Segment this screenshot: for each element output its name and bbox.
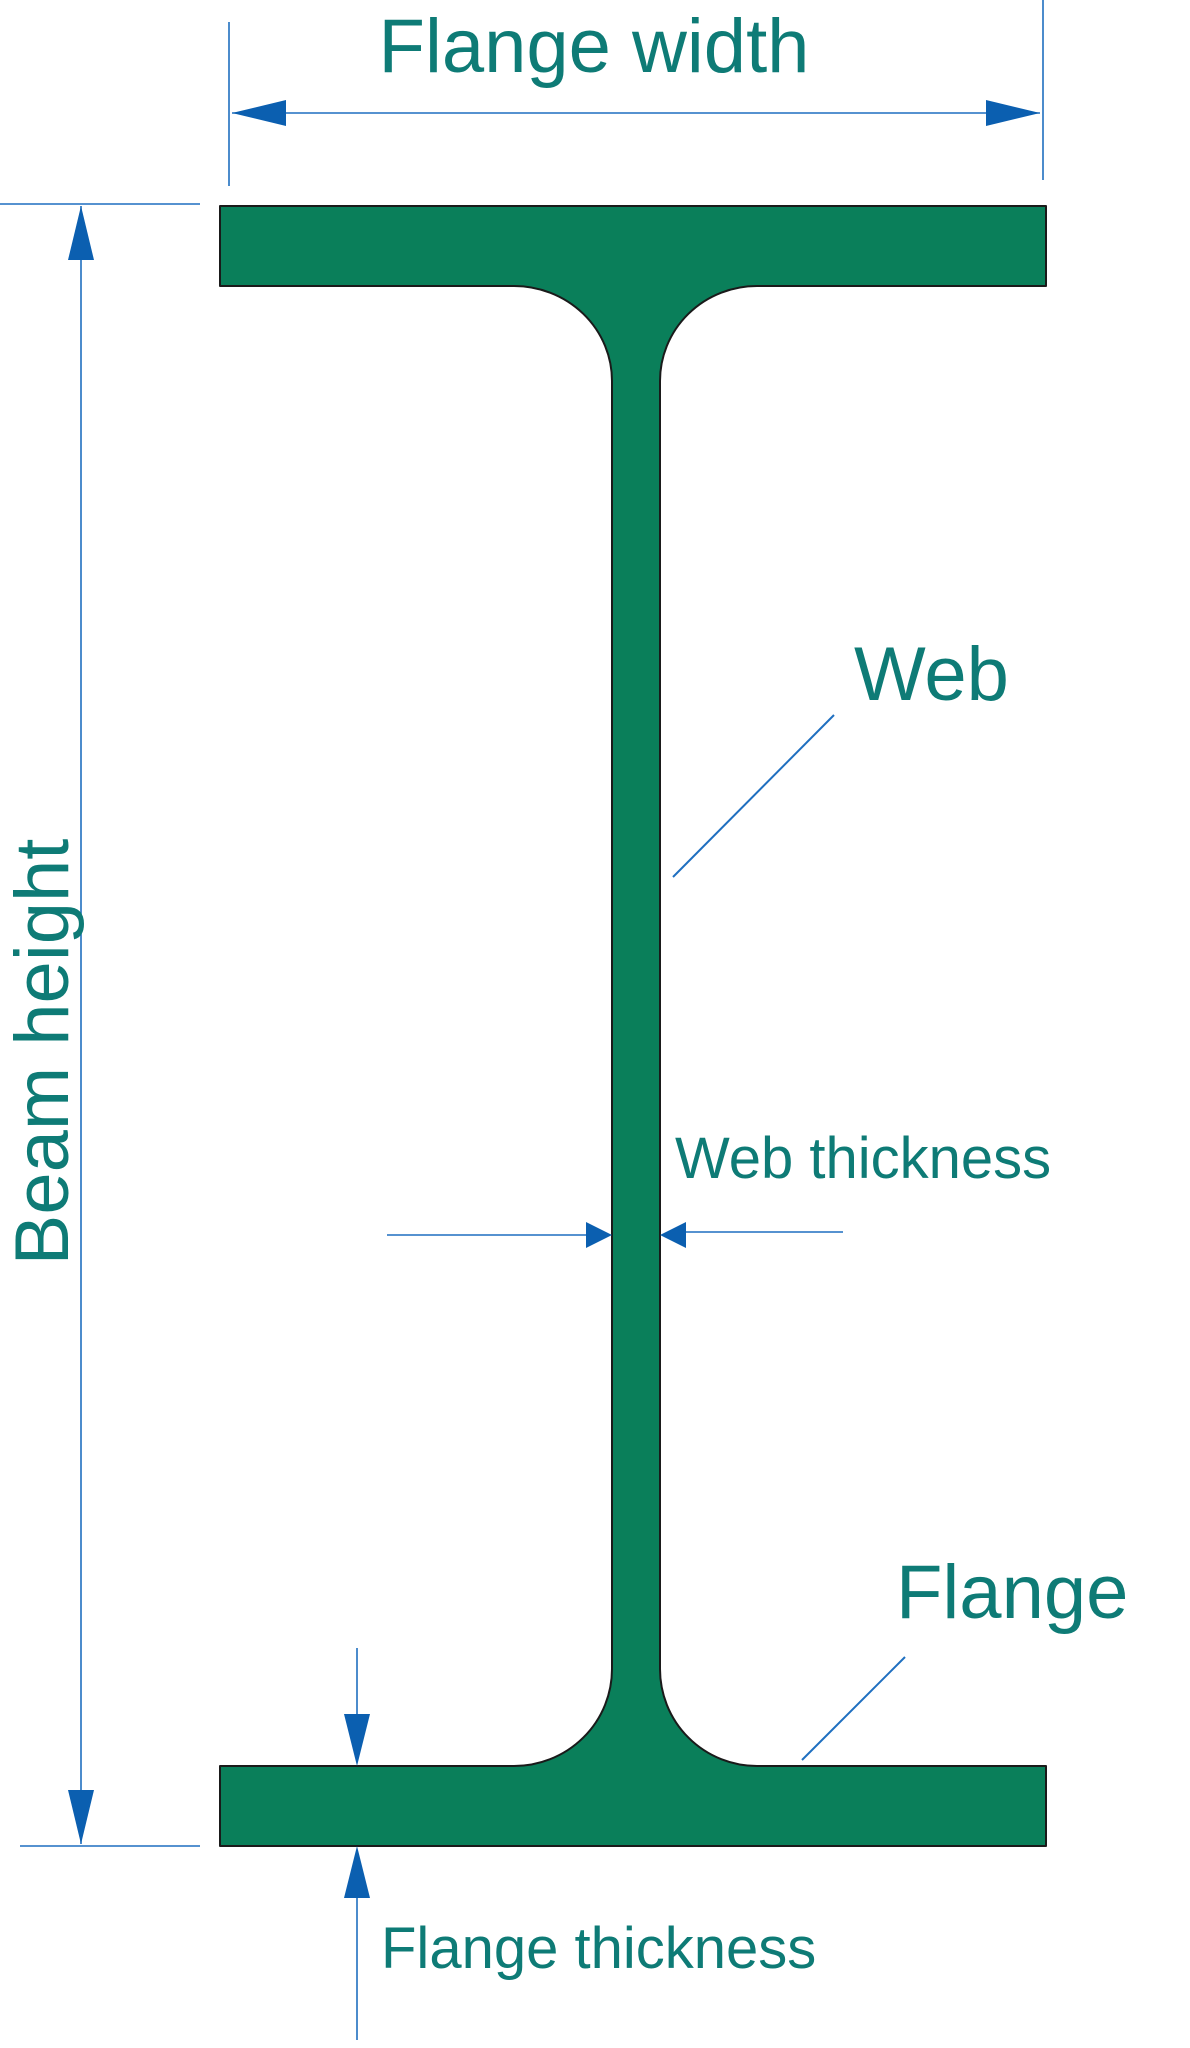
flange-thickness-dimension	[344, 1648, 370, 2040]
beam-height-label: Beam height	[0, 839, 85, 1266]
flange-thickness-arrowhead-top	[344, 1714, 370, 1766]
beam-height-dimension	[0, 203, 200, 1847]
beam-height-arrowhead-bottom	[68, 1790, 94, 1844]
flange-thickness-label: Flange thickness	[381, 1916, 816, 1981]
flange-width-label: Flange width	[379, 4, 810, 89]
web-thickness-dimension	[387, 1222, 843, 1248]
flange-width-dimension	[228, 0, 1044, 186]
web-label: Web	[854, 632, 1009, 717]
flange-thickness-arrowhead-bottom	[344, 1846, 370, 1898]
web-thickness-arrowhead-right	[660, 1222, 686, 1248]
flange-width-arrowhead-right	[986, 100, 1040, 126]
i-beam-section	[219, 205, 1047, 1847]
beam-height-arrowhead-top	[68, 206, 94, 260]
flange-label: Flange	[896, 1550, 1128, 1635]
web-thickness-label: Web thickness	[675, 1126, 1051, 1191]
flange-width-arrowhead-left	[232, 100, 286, 126]
flange-leader-line	[801, 1656, 906, 1761]
web-leader-line	[672, 714, 835, 878]
web-thickness-arrowhead-left	[586, 1222, 612, 1248]
